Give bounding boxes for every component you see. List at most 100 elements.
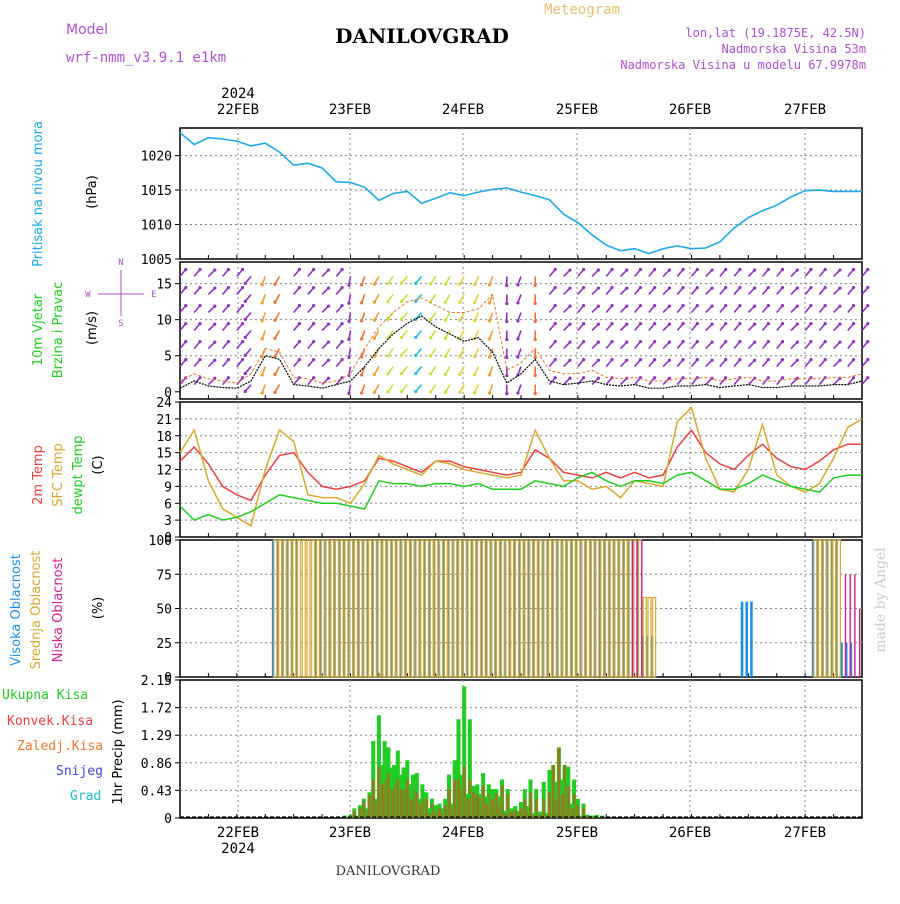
cloud-mid-bar [652, 596, 657, 678]
wind-barb-head [596, 340, 601, 344]
wind-barb-head [472, 319, 477, 323]
wind-barb-head [340, 322, 344, 326]
cloud-mid-bar [325, 539, 330, 678]
cloud-high-bar [551, 540, 554, 677]
wind-barb-head [795, 376, 799, 380]
y-tick-label: 24 [156, 396, 172, 411]
wind-barb-head [851, 322, 856, 326]
wind-barb-head [428, 372, 433, 376]
precip-conv-bar [400, 789, 404, 818]
cloud-mid-bar [410, 539, 415, 678]
wind-barb-head [753, 322, 757, 326]
precip-conv-bar [447, 789, 451, 818]
wind-barb-head [553, 322, 557, 326]
wind-barb-head [487, 337, 492, 341]
cloud-mid-bar [434, 539, 439, 678]
wind-barb-head [533, 337, 537, 342]
top-day-label: 23FEB [329, 102, 371, 118]
wind-barb-head [638, 303, 643, 308]
cloud-high-bar [603, 540, 606, 677]
cloud-low-bar [854, 574, 856, 677]
wind-barb-head [516, 319, 520, 323]
wind-barb-head [505, 391, 509, 396]
cloud-high-bar [428, 540, 431, 677]
wind-barb-head [610, 303, 614, 308]
wind-barb-head [273, 372, 277, 376]
wind-barb-head [184, 358, 188, 362]
cloud-high-bar [740, 601, 744, 677]
precip-conv-bar [462, 766, 466, 818]
cloud-high-bar [385, 540, 389, 677]
wind-barb-head [399, 353, 404, 358]
y-tick-label: 2.15 [141, 674, 172, 689]
cloud-high-bar [338, 540, 341, 677]
precip-conv-bar [352, 810, 356, 818]
precip-conv-bar [358, 808, 362, 818]
cloud-high-bar [461, 540, 464, 677]
y-tick-label: 1.72 [141, 702, 172, 717]
wind-barb-head [809, 358, 813, 362]
wind-barb-head [553, 303, 557, 308]
precip-conv-bar [513, 810, 517, 818]
wind-barb-head [753, 304, 757, 308]
wind-barb-head [326, 322, 331, 326]
precip-conv-bar [443, 805, 447, 818]
temperature-panel: 0 3 6 912 15 18 21 24 [156, 396, 863, 546]
wind-barb-head [428, 282, 433, 286]
wind-barb-head [414, 353, 418, 358]
cloud-mid-bar [817, 539, 823, 678]
wind-barb-head [596, 376, 601, 380]
elevation: Nadmorska Visina 53m [722, 42, 867, 56]
wind-barb-head [516, 337, 520, 341]
wind-barb-head [568, 286, 572, 290]
cloud-mid-bar [358, 539, 363, 678]
cloud-mid-bar [491, 539, 496, 678]
wind-barb-head [695, 322, 699, 326]
wind-barb-head [568, 304, 572, 308]
cloud-high-bar [513, 540, 516, 677]
wind-barb-head [653, 322, 657, 326]
cloud-mid-bar [391, 539, 396, 678]
wind-barb-head [213, 376, 217, 380]
precip-conv-bar [566, 785, 570, 818]
cloud-high-bar [537, 540, 540, 677]
wind-barb-head [866, 285, 870, 290]
cloud-mid-bar [557, 539, 562, 678]
cloud-low-bar [631, 540, 634, 677]
precip-conv-bar [390, 789, 394, 818]
wind-barb-head [866, 322, 870, 326]
model-elevation: Nadmorska Visina u modelu 67.9978m [620, 58, 866, 72]
cloud-high-bar [451, 540, 455, 677]
wind-barb-head [610, 358, 614, 362]
wind-speed-line [179, 315, 863, 389]
bottom-day-label: 22FEB [217, 825, 259, 841]
cloud-high-bar [489, 540, 493, 677]
y-tick-label: 9 [164, 480, 172, 495]
wind-label-1: 10m Vjetar [31, 293, 46, 366]
cloud-panel: 0 25 50 75 100 [149, 534, 863, 686]
precip-conv-bar [396, 779, 400, 818]
wind-barb-head [738, 322, 742, 326]
lonlat: lon,lat (19.1875E, 42.5N) [685, 26, 866, 40]
wind-barb-head [487, 301, 492, 305]
cloud-high-bar [319, 540, 322, 677]
cloud-mid-bar [334, 539, 339, 678]
wind-barb-head [428, 336, 433, 340]
wind-barb-head [738, 303, 742, 308]
wind-barb-head [596, 304, 601, 308]
cloud-mid-bar [495, 539, 500, 678]
wind-barb-head [766, 376, 770, 380]
wind-barb-head [568, 376, 572, 380]
wind-barb-head [372, 390, 377, 394]
cloud-mid-bar [453, 539, 458, 678]
wind-barb-head [753, 358, 757, 362]
cloud-high-bar [380, 540, 384, 677]
wind-barb-head [326, 286, 331, 290]
precip-conv-bar [523, 798, 527, 818]
wind-barb-head [766, 303, 770, 308]
precip-conv-bar [557, 747, 561, 818]
cloud-high-bar [328, 540, 332, 677]
wind-barb-head [184, 340, 188, 344]
y-tick-label: 0 [164, 386, 172, 401]
wind-barb-head [681, 322, 685, 326]
